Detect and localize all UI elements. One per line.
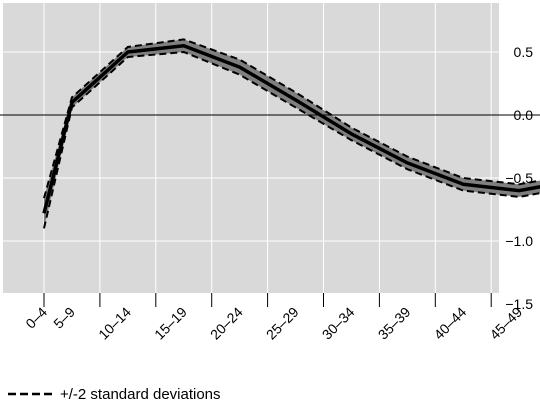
x-axis-tick-labels: 0–4 5–9 10–14 15–19 20–24 25–29 30–34 35–39 40–4… — [22, 304, 525, 343]
y-tick-label: 0.5 — [514, 44, 534, 60]
x-tick-label: 35–39 — [375, 304, 414, 343]
x-tick-label: 5–9 — [50, 304, 78, 332]
y-axis-tick-labels: 0.5 0.0 −0.5 −1.0 −1.5 — [505, 44, 533, 312]
legend-label: +/-2 standard deviations — [60, 386, 221, 403]
series-lines — [42, 38, 540, 229]
x-tick-label: 25–29 — [263, 304, 302, 343]
x-tick-label: 30–34 — [319, 304, 358, 343]
x-tick-label: 15–19 — [151, 304, 190, 343]
estimate-line — [42, 43, 540, 214]
x-axis-ticks — [43, 293, 492, 307]
legend: +/-2 standard deviations — [8, 386, 221, 403]
x-tick-label: 40–44 — [431, 304, 470, 343]
grid — [3, 3, 499, 305]
plot-background — [3, 3, 499, 293]
x-tick-label: 20–24 — [207, 304, 246, 343]
y-tick-label: −1.5 — [505, 296, 533, 312]
x-tick-label: 0–4 — [22, 304, 50, 332]
lower-bound-line — [43, 50, 540, 229]
y-tick-label: 0.0 — [514, 107, 534, 123]
y-tick-label: −1.0 — [505, 233, 533, 249]
x-tick-label: 10–14 — [95, 304, 134, 343]
y-tick-label: −0.5 — [505, 170, 533, 186]
